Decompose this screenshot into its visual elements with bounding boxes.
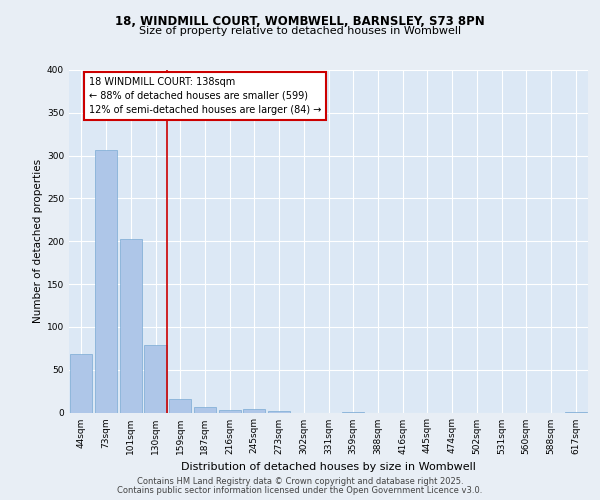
Y-axis label: Number of detached properties: Number of detached properties (33, 159, 43, 324)
Bar (194, 406, 216, 412)
Text: Contains HM Land Registry data © Crown copyright and database right 2025.: Contains HM Land Registry data © Crown c… (137, 477, 463, 486)
Bar (218, 410, 241, 412)
Text: 18, WINDMILL COURT, WOMBWELL, BARNSLEY, S73 8PN: 18, WINDMILL COURT, WOMBWELL, BARNSLEY, … (115, 15, 485, 28)
Bar (243, 409, 265, 412)
Text: 18 WINDMILL COURT: 138sqm
← 88% of detached houses are smaller (599)
12% of semi: 18 WINDMILL COURT: 138sqm ← 88% of detac… (89, 77, 321, 115)
Bar (95, 150, 117, 412)
Bar (119, 238, 142, 412)
Text: Size of property relative to detached houses in Wombwell: Size of property relative to detached ho… (139, 26, 461, 36)
X-axis label: Distribution of detached houses by size in Wombwell: Distribution of detached houses by size … (181, 462, 476, 472)
Bar (70, 354, 92, 412)
Bar (268, 411, 290, 412)
Bar (145, 345, 167, 412)
Text: Contains public sector information licensed under the Open Government Licence v3: Contains public sector information licen… (118, 486, 482, 495)
Bar (169, 399, 191, 412)
